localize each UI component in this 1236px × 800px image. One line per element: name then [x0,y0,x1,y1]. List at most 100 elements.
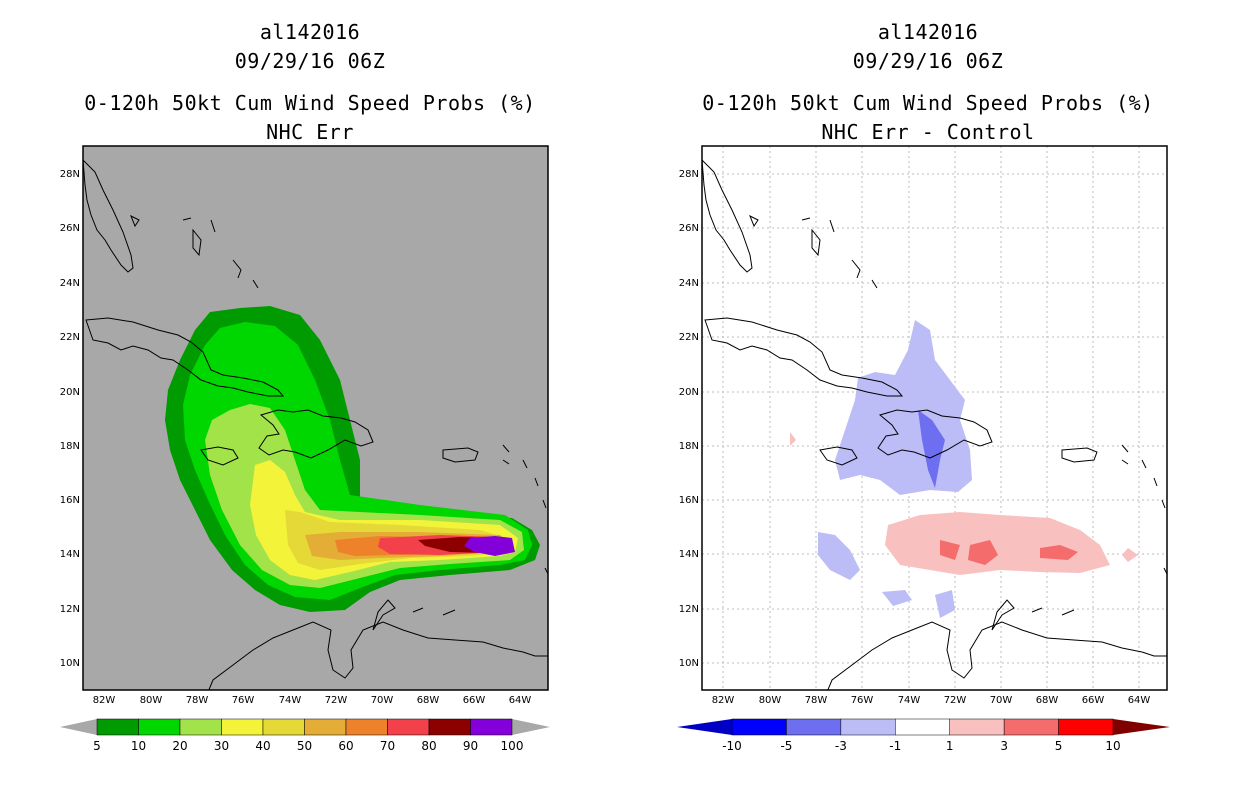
left-storm-id: al142016 [259,20,361,44]
lat-label: 22N [679,332,699,343]
left-datetime: 09/29/16 06Z [234,49,386,73]
lat-label: 24N [60,278,80,289]
lon-label: 78W [805,695,828,706]
colorbar-label: 10 [131,739,146,753]
left-colorbar: 5 10 20 30 40 50 60 70 80 90 100 [60,718,550,753]
colorbar-extend-high [1113,719,1170,735]
colorbar-swatch [786,718,842,736]
colorbar-label: 20 [172,739,187,753]
lat-label: 28N [679,169,699,180]
colorbar-swatch [345,718,388,736]
colorbar-swatch [1058,718,1114,736]
lat-label: 10N [60,658,80,669]
lat-label: 14N [679,549,699,560]
colorbar-swatch [96,718,139,736]
left-title: al142016 09/29/16 06Z [60,18,560,76]
colorbar-swatch [221,718,264,736]
lat-label: 10N [679,658,699,669]
lat-label: 28N [60,169,80,180]
lon-label: 64W [509,695,532,706]
colorbar-label: -3 [835,739,847,753]
left-lat-labels: 28N 26N 24N 22N 20N 18N 16N 14N 12N 10N [60,169,80,669]
left-product-label: 0-120h 50kt Cum Wind Speed Probs (%) [84,91,536,115]
lon-label: 80W [140,695,163,706]
colorbar-swatch [304,718,347,736]
lon-label: 82W [93,695,116,706]
colorbar-extend-high [512,719,550,735]
lat-label: 24N [679,278,699,289]
colorbar-swatch [949,718,1005,736]
colorbar-label: -5 [780,739,792,753]
lat-label: 16N [60,495,80,506]
lon-label: 68W [1036,695,1059,706]
lon-label: 72W [944,695,967,706]
lat-label: 18N [679,441,699,452]
lat-label: 16N [679,495,699,506]
colorbar-label: 70 [380,739,395,753]
colorbar-label: 5 [1055,739,1063,753]
colorbar-extend-low [677,719,732,735]
colorbar-label: -1 [889,739,901,753]
lon-label: 76W [232,695,255,706]
colorbar-swatch [1003,718,1059,736]
right-subtitle: 0-120h 50kt Cum Wind Speed Probs (%) NHC… [678,89,1178,147]
colorbar-label: 80 [421,739,436,753]
lon-label: 64W [1128,695,1151,706]
lat-label: 14N [60,549,80,560]
colorbar-swatch [731,718,787,736]
lon-label: 78W [186,695,209,706]
colorbar-label: 30 [214,739,229,753]
left-subtitle: 0-120h 50kt Cum Wind Speed Probs (%) NHC… [60,89,560,147]
lat-label: 12N [679,604,699,615]
lat-label: 20N [679,387,699,398]
lat-label: 26N [60,223,80,234]
colorbar-label: -10 [722,739,742,753]
lat-label: 22N [60,332,80,343]
lat-label: 18N [60,441,80,452]
colorbar-swatch [262,718,305,736]
lon-label: 66W [1082,695,1105,706]
lat-label: 12N [60,604,80,615]
colorbar-swatch [387,718,430,736]
colorbar-label: 3 [1000,739,1008,753]
colorbar-label: 1 [946,739,954,753]
lon-label: 76W [851,695,874,706]
lon-label: 74W [279,695,302,706]
right-storm-id: al142016 [877,20,979,44]
colorbar-swatch [138,718,181,736]
lat-label: 20N [60,387,80,398]
left-lon-labels: 82W 80W 78W 76W 74W 72W 70W 68W 66W 64W [93,695,532,706]
lat-label: 26N [679,223,699,234]
left-method-label: NHC Err [266,120,354,144]
lon-label: 66W [463,695,486,706]
colorbar-swatch [428,718,471,736]
colorbar-label: 90 [463,739,478,753]
lon-label: 70W [990,695,1013,706]
colorbar-label: 60 [338,739,353,753]
colorbar-label: 40 [255,739,270,753]
right-product-label: 0-120h 50kt Cum Wind Speed Probs (%) [702,91,1154,115]
right-title: al142016 09/29/16 06Z [678,18,1178,76]
right-colorbar: -10 -5 -3 -1 1 3 5 10 [677,718,1170,753]
right-method-label: NHC Err - Control [821,120,1035,144]
right-lat-labels: 28N 26N 24N 22N 20N 18N 16N 14N 12N 10N [679,169,699,669]
colorbar-label: 5 [93,739,101,753]
right-datetime: 09/29/16 06Z [852,49,1004,73]
lon-label: 82W [712,695,735,706]
colorbar-swatch [840,718,896,736]
colorbar-label: 100 [501,739,524,753]
colorbar-swatch [895,718,950,736]
lon-label: 68W [417,695,440,706]
lon-label: 80W [759,695,782,706]
colorbar-label: 50 [297,739,312,753]
right-lon-labels: 82W 80W 78W 76W 74W 72W 70W 68W 66W 64W [712,695,1151,706]
colorbar-swatch [470,718,513,736]
colorbar-extend-low [60,719,97,735]
colorbar-swatch [179,718,222,736]
colorbar-label: 10 [1105,739,1120,753]
lon-label: 72W [325,695,348,706]
